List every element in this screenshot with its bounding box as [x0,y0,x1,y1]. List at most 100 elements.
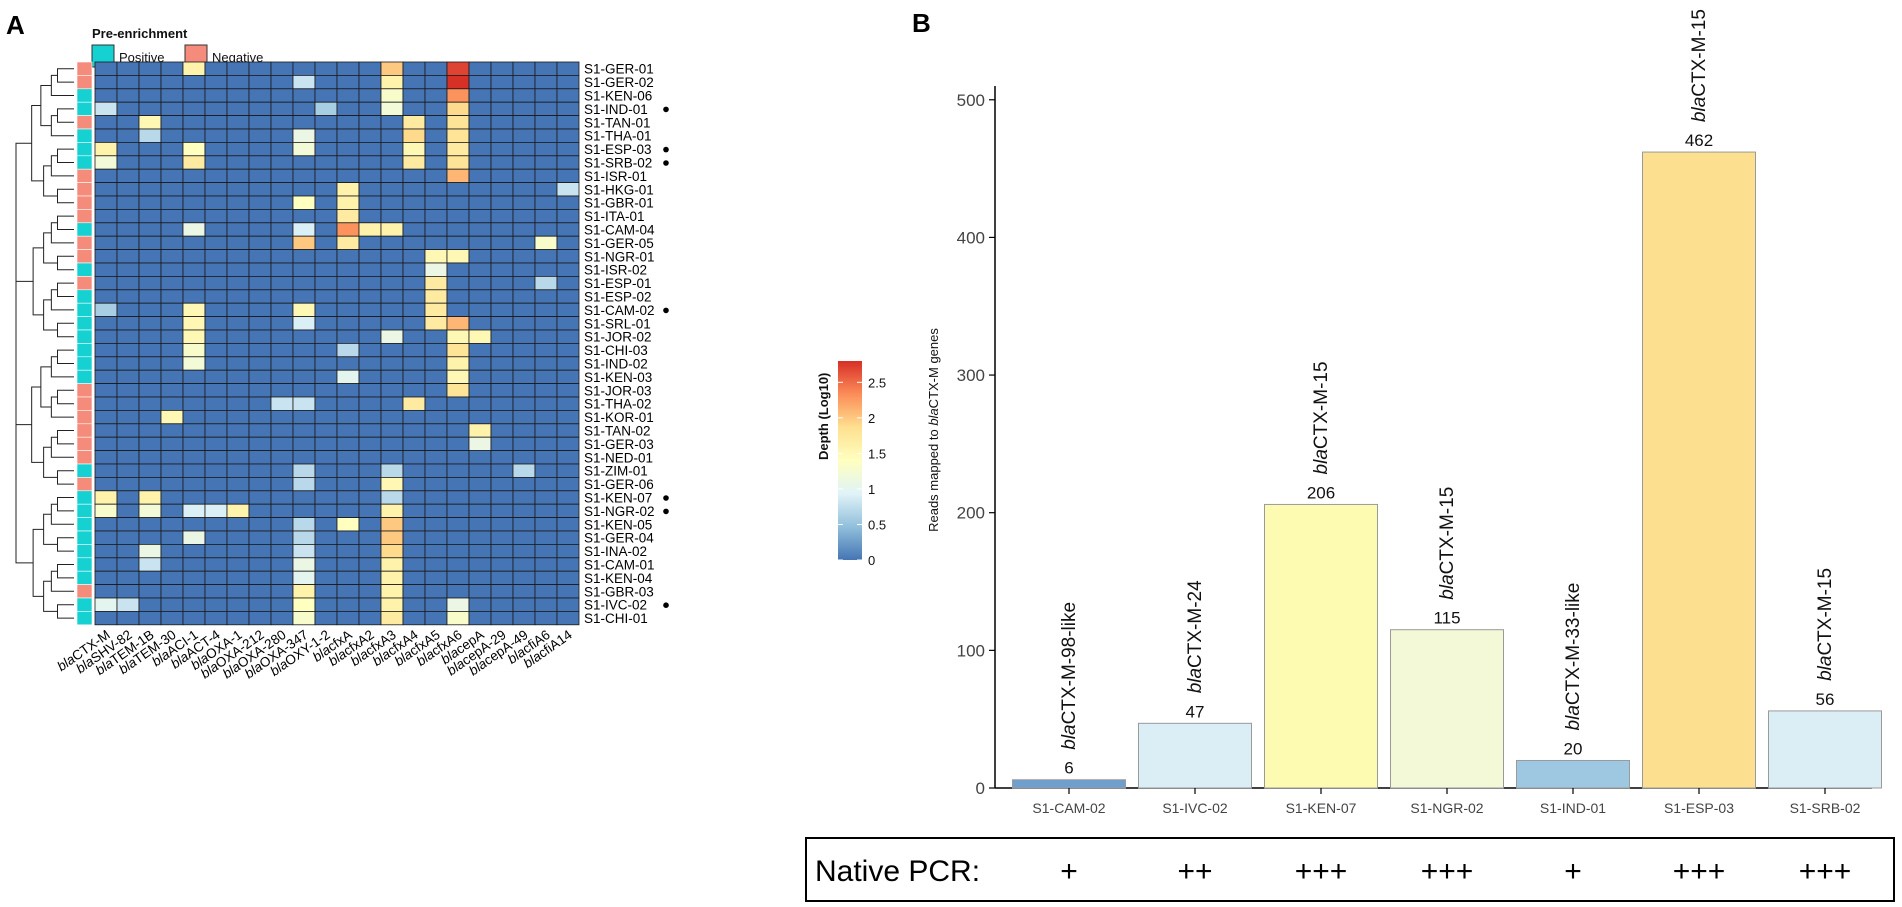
heatmap-cell [248,275,272,291]
heatmap-cell [534,570,558,586]
bar [1264,503,1378,789]
heatmap-cell [314,275,338,291]
heatmap-cell [248,383,272,398]
heatmap-cell [534,182,558,197]
pre-enrichment-cell [76,316,93,331]
heatmap-cell [468,356,492,371]
heatmap-cell [248,168,272,183]
heatmap-cell [248,289,272,304]
heatmap-cell [116,128,140,143]
heatmap-cell [402,490,426,505]
heatmap-cell [446,101,470,116]
heatmap-cell [226,530,250,545]
row-label: S1-GER-03 [584,437,654,452]
heatmap-cell [556,101,580,116]
dendrogram-branch [43,299,58,331]
dendrogram-branch [57,148,74,163]
heatmap-cell [138,597,162,612]
heatmap-cell [358,115,382,130]
dendrogram-branch [57,604,74,619]
heatmap-cell [116,262,140,277]
heatmap-cell [534,168,558,183]
heatmap-cell [292,182,316,197]
heatmap-cell [556,557,580,572]
heatmap-cell [138,490,162,505]
marker-dot [663,508,669,515]
heatmap-cell [424,128,448,143]
heatmap-cell [424,141,448,157]
heatmap-cell [336,316,360,331]
heatmap-cell [468,584,492,599]
heatmap-cell [358,155,382,170]
heatmap-cell [446,490,470,505]
heatmap-cell [204,155,228,170]
heatmap-cell [160,356,184,371]
row-label: S1-ITA-01 [584,209,645,224]
heatmap-cell [534,329,558,344]
y-tick-label: 300 [957,366,985,385]
pre-enrichment-cell [76,383,93,398]
colorbar-tick-label: 2 [868,411,875,426]
heatmap-cell [534,544,558,559]
heatmap-cell [94,490,118,505]
heatmap-cell [248,570,272,586]
pre-enrichment-cell [76,450,93,465]
heatmap-cell [402,409,426,425]
heatmap-cell [468,249,492,264]
heatmap-cell [424,61,448,76]
heatmap-cell [512,262,536,277]
heatmap-cell [182,396,206,411]
heatmap-cell [424,503,448,519]
heatmap-cell [468,182,492,197]
heatmap-cell [402,155,426,170]
heatmap-cell [226,208,250,224]
heatmap-cell [292,597,316,612]
heatmap-cell [402,517,426,532]
row-label: S1-ZIM-01 [584,464,648,479]
heatmap-cell [468,302,492,318]
heatmap-cell [116,88,140,103]
heatmap-cell [226,275,250,291]
heatmap-cell [116,222,140,237]
heatmap-cell [160,329,184,344]
heatmap-cell [556,195,580,210]
heatmap-cell [336,302,360,318]
heatmap-cell [116,490,140,505]
row-label: S1-CAM-01 [584,558,655,573]
heatmap-cell [424,155,448,170]
row-label: S1-KOR-01 [584,410,654,425]
heatmap-cell [534,503,558,519]
heatmap-cell [94,302,118,318]
row-label: S1-JOR-03 [584,383,652,398]
pre-enrichment-cell [76,410,93,425]
y-ticks: 0 100 200 300 400 500 [957,91,995,798]
heatmap-cell [138,101,162,116]
heatmap-cell [160,75,184,90]
heatmap-cell [402,101,426,116]
heatmap-cell [270,463,294,478]
dendrogram-branch [57,537,74,552]
heatmap-cell [94,168,118,183]
dendrogram-branch [57,497,74,512]
heatmap-cell [292,75,316,90]
heatmap-cell [160,289,184,304]
heatmap-cell [138,61,162,76]
heatmap-cell [116,195,140,210]
heatmap-cell [182,530,206,545]
heatmap-cell [424,302,448,318]
heatmap-cell [534,356,558,371]
heatmap-cell [94,316,118,331]
heatmap-cell [468,168,492,183]
heatmap-cell [160,570,184,586]
heatmap-cell [204,235,228,250]
heatmap-cell [248,611,272,626]
dendrogram-branch [50,115,74,137]
bar-gene-label: blaCTX-M-15 [1311,361,1332,474]
heatmap-cell [270,61,294,76]
heatmap-cell [402,235,426,250]
heatmap-cell [446,115,470,130]
heatmap-cell [292,168,316,183]
heatmap-cell [314,570,338,586]
heatmap-cell [490,262,514,277]
heatmap-cell [292,503,316,519]
